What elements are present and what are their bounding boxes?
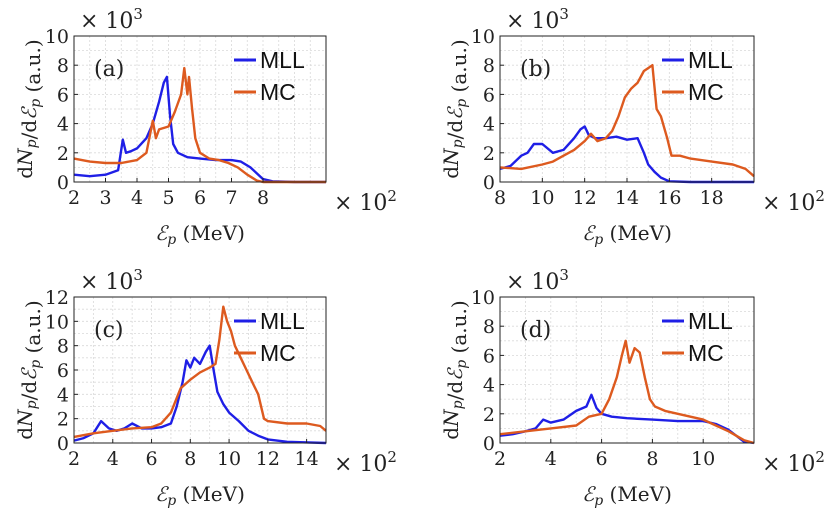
panel-d-legend: MLL MC (662, 308, 733, 366)
panel-b-ylabel: dNp/dℰp (a.u.) (439, 39, 471, 178)
panel-a-label: (a) (94, 57, 124, 82)
panel-c-xtick-label: 2 (68, 448, 80, 470)
panel-d-xtick-label: 2 (494, 448, 506, 470)
panel-a-xtick-label: 2 (68, 187, 80, 209)
panel-a-series-mc (73, 66, 326, 184)
panel-b-series-mc (499, 63, 755, 178)
panel-a-xtick-label: 5 (162, 187, 174, 209)
panel-b: 8 10 12 14 16 18 0 2 4 6 8 10 × 103 × 102 dNp/dℰp (a.u… (439, 5, 825, 248)
panel-d-ytick-label: 0 (483, 433, 495, 455)
panel-d-ytick-label: 8 (483, 316, 495, 338)
panel-c-ylabel: dNp/dℰp (a.u.) (13, 300, 45, 439)
panel-c-legend-label-mll: MLL (260, 308, 305, 334)
panel-c-label: (c) (94, 318, 124, 343)
panel-c-x-multiplier: × 102 (334, 448, 397, 477)
panel-c-xtick-label: 8 (184, 448, 196, 470)
panel-c-xtick-label: 6 (145, 448, 157, 470)
panel-d-ytick-label: 10 (471, 287, 495, 309)
panel-a-legend-label-mc: MC (260, 79, 296, 105)
panel-b-label: (b) (520, 57, 551, 82)
panel-d-xtick-label: 10 (691, 448, 715, 470)
panel-b-x-multiplier: × 102 (762, 187, 825, 216)
panel-d-series-mll (499, 393, 755, 445)
panel-b-ytick-label: 4 (483, 114, 495, 136)
panel-c-xtick-label: 10 (217, 448, 241, 470)
panel-b-legend-label-mll: MLL (688, 47, 733, 73)
panel-b-ytick-label: 2 (483, 143, 495, 165)
panel-c-xtick-label: 4 (107, 448, 119, 470)
panel-d-series-mc (499, 339, 755, 445)
panel-b-xlabel: ℰp (MeV) (582, 221, 672, 248)
panel-c-xtick-label: 12 (256, 448, 280, 470)
panel-a-xlabel: ℰp (MeV) (155, 221, 245, 248)
panel-a-xtick-label: 7 (225, 187, 237, 209)
panel-c-y-multiplier: × 103 (80, 266, 143, 295)
panel-b-ytick-label: 10 (471, 26, 495, 48)
panel-d-xtick-label: 6 (596, 448, 608, 470)
panel-a-ytick-label: 4 (57, 114, 69, 136)
panel-c-xlabel: ℰp (MeV) (155, 482, 245, 509)
panel-a-xtick-label: 6 (194, 187, 206, 209)
panel-a-legend: MLL MC (234, 47, 305, 105)
panel-c-legend: MLL MC (234, 308, 305, 366)
panel-d-ytick-label: 2 (483, 404, 495, 426)
panel-d-ylabel: dNp/dℰp (a.u.) (439, 300, 471, 439)
panel-a-legend-label-mll: MLL (260, 47, 305, 73)
panel-c-ytick-label: 12 (45, 287, 69, 309)
panel-b-xtick-label: 16 (657, 187, 681, 209)
panel-a-ytick-label: 6 (57, 84, 69, 106)
panel-d-ytick-label: 6 (483, 345, 495, 367)
panel-c-ytick-label: 8 (57, 336, 69, 358)
panel-b-ytick-label: 0 (483, 172, 495, 194)
panel-b-legend: MLL MC (662, 47, 733, 105)
panel-c-ytick-label: 4 (57, 384, 69, 406)
panel-d-legend-label-mc: MC (688, 340, 724, 366)
panel-d-x-multiplier: × 102 (762, 448, 825, 477)
panel-d-xtick-label: 4 (545, 448, 557, 470)
panel-b-xtick-label: 18 (700, 187, 724, 209)
panel-a-ytick-label: 10 (45, 26, 69, 48)
panel-b-ytick-label: 8 (483, 55, 495, 77)
panel-b-ytick-label: 6 (483, 84, 495, 106)
panel-d-axes (499, 296, 755, 444)
panel-a-ytick-label: 2 (57, 143, 69, 165)
panel-a-ylabel: dNp/dℰp (a.u.) (13, 39, 45, 178)
panel-c-series-mc (73, 305, 327, 439)
panel-c-ytick-label: 10 (45, 311, 69, 333)
panel-a-x-multiplier: × 102 (334, 187, 397, 216)
panel-d-ytick-label: 4 (483, 375, 495, 397)
panel-a-y-multiplier: × 103 (80, 5, 143, 34)
panel-d-y-multiplier: × 103 (506, 266, 569, 295)
panel-b-y-multiplier: × 103 (506, 5, 569, 34)
panel-a-ytick-label: 0 (57, 172, 69, 194)
panel-c-xtick-label: 14 (295, 448, 319, 470)
panel-b-xtick-label: 10 (530, 187, 554, 209)
panel-c-ytick-label: 6 (57, 360, 69, 382)
panel-a-ytick-label: 8 (57, 55, 69, 77)
panel-c-legend-label-mc: MC (260, 340, 296, 366)
panel-b-legend-label-mc: MC (688, 79, 724, 105)
panel-a-xtick-label: 3 (99, 187, 111, 209)
panel-d-xlabel: ℰp (MeV) (582, 482, 672, 509)
panel-c-ytick-label: 2 (57, 409, 69, 431)
panel-d-xtick-label: 8 (646, 448, 658, 470)
panel-b-xtick-label: 12 (573, 187, 597, 209)
panel-a-xtick-label: 8 (257, 187, 269, 209)
panel-d-label: (d) (520, 318, 551, 343)
panel-d-legend-label-mll: MLL (688, 308, 733, 334)
panel-a-xtick-label: 4 (131, 187, 143, 209)
panel-b-xtick-label: 8 (494, 187, 506, 209)
panel-c-ytick-label: 0 (57, 433, 69, 455)
panel-a-series-mll (73, 75, 326, 184)
panel-b-xtick-label: 14 (615, 187, 639, 209)
